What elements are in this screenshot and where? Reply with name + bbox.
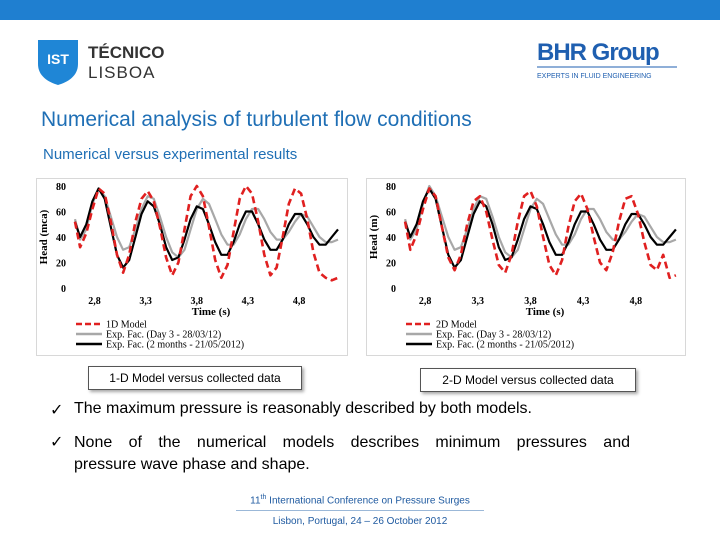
y-tick-label: 60 bbox=[386, 208, 396, 219]
caption-1d-model: 1-D Model versus collected data bbox=[88, 366, 302, 390]
x-tick-label: 3,8 bbox=[191, 296, 204, 307]
legend-label: 1D Model bbox=[106, 320, 147, 331]
y-tick-label: 40 bbox=[56, 233, 66, 244]
legend-label: Exp. Fac. (Day 3 - 28/03/12) bbox=[436, 330, 551, 341]
series-line-0 bbox=[73, 184, 339, 282]
series-line-1 bbox=[404, 184, 677, 259]
conference-ordinal: 11 bbox=[250, 495, 261, 507]
x-tick-label: 2,8 bbox=[88, 296, 101, 307]
y-axis-label: Head (m) bbox=[368, 215, 380, 260]
ist-logo: IST TÉCNICO LISBOA bbox=[38, 40, 165, 85]
series-line-0 bbox=[403, 187, 677, 280]
x-tick-label: 4,3 bbox=[242, 296, 255, 307]
series-line-1 bbox=[73, 187, 339, 259]
caption-2d-model: 2-D Model versus collected data bbox=[420, 368, 636, 392]
footer-divider bbox=[236, 510, 484, 511]
conference-title: International Conference on Pressure Sur… bbox=[266, 495, 470, 507]
y-axis-label: Head (mca) bbox=[38, 209, 50, 264]
legend-label: Exp. Fac. (Day 3 - 28/03/12) bbox=[106, 330, 221, 341]
bullet-text-line2: pressure wave phase and shape. bbox=[74, 456, 310, 473]
ist-logo-line1: TÉCNICO bbox=[88, 43, 165, 62]
y-tick-label: 80 bbox=[386, 182, 396, 193]
chart-2d-model: 0 20 40 60 80 2,8 3,3 3,8 4,3 4,8 Time (s) Head (m)… bbox=[366, 178, 686, 356]
y-tick-label: 20 bbox=[386, 259, 396, 270]
x-tick-label: 2,8 bbox=[419, 296, 432, 307]
chart-frame bbox=[366, 178, 686, 356]
x-tick-label: 4,8 bbox=[630, 296, 643, 307]
x-tick-label: 3,8 bbox=[524, 296, 537, 307]
y-tick-label: 40 bbox=[386, 233, 396, 244]
y-tick-label: 60 bbox=[56, 208, 66, 219]
x-tick-label: 4,8 bbox=[293, 296, 306, 307]
legend-label: 2D Model bbox=[436, 320, 477, 331]
chart-frame bbox=[36, 178, 348, 356]
conference-ordinal-suffix: th bbox=[260, 494, 267, 501]
bullet-text-line1: None of the numerical models describes m… bbox=[74, 434, 630, 451]
slide-subtitle: Numerical versus experimental results bbox=[43, 146, 298, 163]
legend-label: Exp. Fac. (2 months - 21/05/2012) bbox=[106, 340, 244, 351]
ist-shield-icon bbox=[38, 40, 78, 85]
legend-label: Exp. Fac. (2 months - 21/05/2012) bbox=[436, 340, 574, 351]
y-tick-label: 0 bbox=[391, 284, 396, 295]
conference-place-date: Lisbon, Portugal, 24 – 26 October 2012 bbox=[272, 516, 448, 527]
x-tick-label: 3,3 bbox=[472, 296, 485, 307]
bhr-logo-name: BHR Group bbox=[537, 39, 659, 66]
bhr-logo-tagline: EXPERTS IN FLUID ENGINEERING bbox=[537, 73, 652, 80]
y-tick-label: 0 bbox=[61, 284, 66, 295]
ist-shield-mark: IST bbox=[47, 51, 69, 67]
x-tick-label: 3,3 bbox=[139, 296, 152, 307]
bhr-group-logo: BHR Group EXPERTS IN FLUID ENGINEERING bbox=[537, 39, 677, 80]
conference-name: 11th International Conference on Pressur… bbox=[0, 494, 720, 506]
y-tick-label: 20 bbox=[56, 259, 66, 270]
bullet-text: The maximum pressure is reasonably descr… bbox=[74, 400, 532, 417]
x-axis-label: Time (s) bbox=[192, 306, 231, 318]
slide-title: Numerical analysis of turbulent flow con… bbox=[41, 108, 472, 131]
check-icon: ✓ bbox=[50, 434, 64, 451]
top-accent-bar bbox=[0, 0, 720, 20]
check-icon: ✓ bbox=[50, 402, 64, 419]
chart-1d-model: 0 20 40 60 80 2,8 3,3 3,8 4,3 4,8 Time (s) Head (mc… bbox=[36, 178, 348, 356]
x-axis-label: Time (s) bbox=[526, 306, 565, 318]
ist-logo-line2: LISBOA bbox=[88, 63, 155, 82]
y-tick-label: 80 bbox=[56, 182, 66, 193]
x-tick-label: 4,3 bbox=[577, 296, 590, 307]
